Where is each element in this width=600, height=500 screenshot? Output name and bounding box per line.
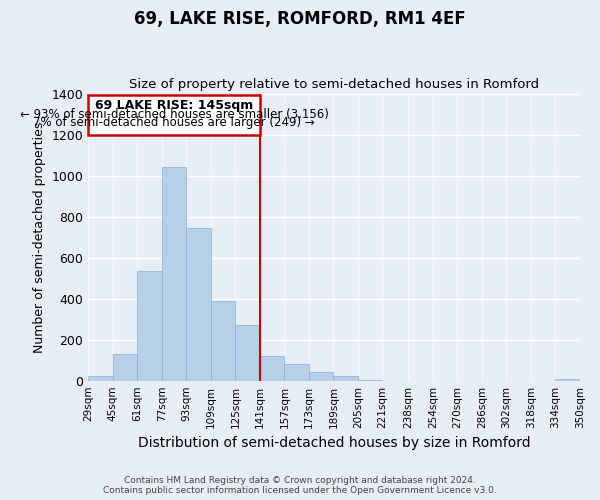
Bar (235, 326, 260, 380)
Bar (334, 376, 358, 380)
Bar (260, 356, 284, 380)
Text: 69, LAKE RISE, ROMFORD, RM1 4EF: 69, LAKE RISE, ROMFORD, RM1 4EF (134, 10, 466, 28)
Bar (88, 376, 113, 380)
Title: Size of property relative to semi-detached houses in Romford: Size of property relative to semi-detach… (129, 78, 539, 91)
Text: Contains HM Land Registry data © Crown copyright and database right 2024.
Contai: Contains HM Land Registry data © Crown c… (103, 476, 497, 495)
Bar (309, 372, 334, 380)
Bar (137, 271, 162, 380)
Bar (556, 378, 580, 380)
FancyBboxPatch shape (88, 94, 260, 134)
Text: ← 93% of semi-detached houses are smaller (3,156): ← 93% of semi-detached houses are smalle… (20, 108, 329, 121)
X-axis label: Distribution of semi-detached houses by size in Romford: Distribution of semi-detached houses by … (138, 436, 530, 450)
Bar (113, 354, 137, 380)
Text: 69 LAKE RISE: 145sqm: 69 LAKE RISE: 145sqm (95, 98, 253, 112)
Text: 7% of semi-detached houses are larger (249) →: 7% of semi-detached houses are larger (2… (33, 116, 315, 129)
Bar (187, 228, 211, 380)
Bar (162, 168, 187, 380)
Bar (284, 364, 309, 380)
Bar (211, 300, 235, 380)
Y-axis label: Number of semi-detached properties: Number of semi-detached properties (33, 122, 46, 353)
